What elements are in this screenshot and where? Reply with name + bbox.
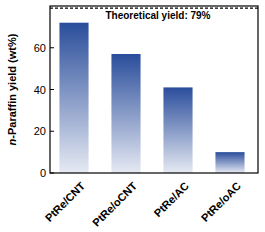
bar <box>59 23 88 173</box>
y-axis-label: n-Paraffin yield (wt%) <box>6 33 18 145</box>
y-tick-label: 20 <box>34 125 46 137</box>
y-tick <box>50 131 54 132</box>
bars <box>50 8 258 173</box>
bar <box>215 152 244 173</box>
bar <box>163 87 192 173</box>
y-tick-label: 0 <box>40 167 46 179</box>
x-tick-label: PtRe/CNT <box>43 179 88 224</box>
x-tick-label: PtRe/AC <box>151 180 191 220</box>
plot-frame <box>50 6 258 173</box>
x-tick-label: PtRe/oCNT <box>90 179 139 228</box>
y-tick <box>50 173 54 174</box>
annotation: Theoretical yield: 79% <box>105 10 210 21</box>
y-tick-label: 40 <box>34 84 46 96</box>
reference-line <box>50 7 258 8</box>
y-tick <box>50 47 54 48</box>
y-tick <box>50 89 54 90</box>
x-tick-label: PtRe/oAC <box>199 180 243 224</box>
bar <box>111 54 140 173</box>
y-tick-label: 60 <box>34 42 46 54</box>
chart-svg: Theoretical yield: 79% 0 20 40 60 n-Paraffin … <box>0 0 265 232</box>
y-axis-label-part: -Paraffin yield (wt%) <box>6 33 18 138</box>
chart-container: Theoretical yield: 79% 0 20 40 60 n-Paraffin … <box>0 0 265 232</box>
